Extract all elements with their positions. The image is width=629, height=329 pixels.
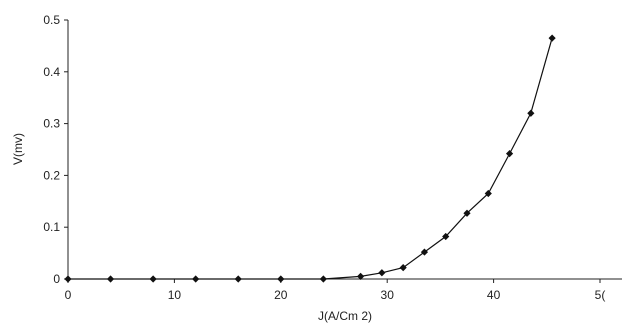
x-tick-label: 10 bbox=[168, 288, 182, 302]
data-point-marker bbox=[420, 248, 429, 256]
data-point-marker bbox=[106, 275, 115, 283]
data-point-marker bbox=[463, 209, 471, 217]
y-tick-label: 0 bbox=[53, 272, 60, 286]
y-axis-ticks: 0 0.1 0.2 0.3 0.4 0.5 bbox=[43, 13, 68, 286]
data-point-marker bbox=[357, 272, 365, 281]
y-tick-label: 0.3 bbox=[43, 117, 60, 131]
data-point-marker bbox=[399, 264, 407, 272]
data-point-marker bbox=[319, 275, 327, 283]
x-tick-label: 40 bbox=[487, 288, 501, 302]
y-axis-label: V(mv) bbox=[11, 133, 25, 165]
data-point-marker bbox=[277, 275, 285, 283]
x-tick-label: 20 bbox=[274, 288, 288, 302]
y-tick-label: 0.5 bbox=[43, 13, 60, 27]
y-tick-label: 0.4 bbox=[43, 65, 60, 79]
series-layer bbox=[64, 34, 556, 283]
data-point-marker bbox=[64, 275, 72, 283]
x-axis-ticks: 0 10 20 30 40 5( bbox=[65, 279, 606, 302]
plot-frame bbox=[67, 20, 622, 280]
y-tick-label: 0.2 bbox=[43, 168, 60, 182]
series-line bbox=[68, 37, 553, 280]
x-tick-label: 30 bbox=[381, 288, 395, 302]
data-point-marker bbox=[234, 275, 242, 283]
x-tick-label: 5( bbox=[595, 288, 606, 302]
x-tick-label: 0 bbox=[65, 288, 72, 302]
data-point-marker bbox=[378, 269, 386, 277]
data-point-marker bbox=[192, 275, 200, 283]
data-point-marker bbox=[505, 150, 514, 158]
data-point-marker bbox=[484, 189, 492, 198]
data-point-marker bbox=[442, 232, 450, 241]
data-point-marker bbox=[527, 109, 535, 117]
x-axis-label: J(A/Cm 2) bbox=[318, 309, 372, 323]
data-point-marker bbox=[548, 34, 556, 42]
y-tick-label: 0.1 bbox=[43, 220, 60, 234]
data-point-marker bbox=[149, 275, 157, 283]
